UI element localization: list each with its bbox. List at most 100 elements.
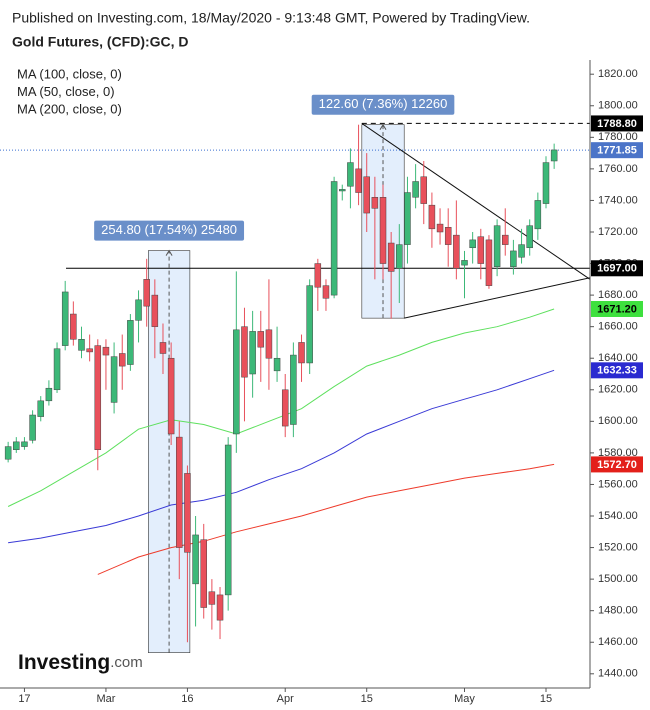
candle-body — [404, 192, 411, 245]
measure-label: 254.80 (17.54%) 25480 — [94, 220, 245, 241]
candle-body — [347, 162, 354, 187]
candle-body — [184, 473, 191, 553]
candle-body — [29, 414, 36, 441]
price-label: 1771.85 — [597, 145, 637, 157]
measure-label-text: 254.80 (17.54%) 25480 — [101, 222, 237, 237]
candle-body — [298, 342, 305, 364]
candle-body — [444, 227, 452, 245]
y-tick-label: 1780.00 — [598, 131, 638, 143]
candle-body — [363, 176, 370, 214]
candle-body — [526, 225, 533, 249]
candle-body — [233, 329, 240, 435]
measure-label: 122.60 (7.36%) 12260 — [311, 94, 455, 115]
legend-entry: MA (50, close, 0) — [17, 84, 115, 99]
candle-body — [355, 168, 362, 193]
candle-body — [339, 189, 346, 192]
candle-body — [542, 162, 550, 204]
price-label-box — [591, 300, 643, 317]
ma-line — [8, 369, 555, 544]
candle-body — [249, 331, 256, 375]
candle-body — [290, 354, 297, 425]
price-label-box — [591, 456, 643, 473]
candle-body — [110, 356, 118, 403]
price-label: 1572.70 — [597, 459, 637, 471]
candle-body — [224, 444, 232, 596]
candle-body — [151, 294, 159, 327]
legend-entry: MA (100, close, 0) — [17, 66, 122, 81]
y-tick-label: 1820.00 — [598, 68, 638, 80]
candle-body — [265, 329, 273, 359]
candle-body — [477, 236, 485, 264]
trendline — [361, 123, 591, 280]
y-tick-label: 1580.00 — [598, 447, 638, 459]
y-tick-label: 1760.00 — [598, 163, 638, 175]
logo: Investing.com — [18, 651, 143, 674]
x-tick-label: 16 — [181, 693, 193, 705]
candle-body — [70, 313, 77, 340]
candle-body — [86, 348, 93, 353]
plot-area: 254.80 (17.54%) 25480 122.60 (7.36%) 1226… — [0, 94, 591, 653]
measure-arrow-head — [165, 249, 173, 256]
candle-body — [550, 149, 558, 162]
candle-body — [412, 181, 419, 198]
candle-body — [501, 234, 509, 245]
candle-body — [485, 239, 493, 286]
candle-body — [45, 387, 53, 402]
candle-body — [306, 285, 313, 364]
price-label: 1697.00 — [597, 263, 637, 275]
candle-body — [127, 320, 134, 365]
candle-body — [13, 441, 20, 450]
candle-body — [534, 200, 542, 230]
candle-body — [322, 285, 330, 299]
x-tick-label: May — [454, 693, 475, 705]
price-label: 1632.33 — [597, 365, 637, 377]
candle-body — [143, 279, 150, 307]
candle-body — [493, 225, 501, 267]
candle-body — [453, 234, 460, 269]
candle-body — [4, 446, 12, 460]
price-label-box — [591, 115, 643, 132]
candle-body — [61, 291, 69, 346]
logo-name: Investing — [18, 651, 110, 674]
legend-entry: MA (200, close, 0) — [17, 101, 122, 116]
measure-label-box — [311, 94, 455, 115]
y-tick-label: 1620.00 — [598, 384, 638, 396]
candle-body — [78, 339, 85, 351]
candle-body — [216, 594, 224, 621]
candle-body — [192, 534, 199, 585]
price-label: 1671.20 — [597, 303, 637, 315]
candle-body — [387, 242, 395, 272]
x-tick-label: Mar — [96, 693, 115, 705]
candle-body — [510, 250, 517, 267]
price-label-box — [591, 362, 643, 379]
y-tick-label: 1500.00 — [598, 573, 638, 585]
candle-body — [176, 436, 183, 548]
candle-body — [371, 197, 379, 209]
price-label-box — [591, 142, 643, 159]
candle-body — [461, 260, 468, 266]
candle-body — [314, 263, 322, 288]
measure-label-box — [94, 220, 245, 241]
y-tick-label: 1720.00 — [598, 226, 638, 238]
candle-body — [102, 346, 110, 356]
y-tick-label: 1800.00 — [598, 100, 638, 112]
candle-body — [281, 389, 289, 427]
y-tick-label: 1640.00 — [598, 352, 638, 364]
y-tick-label: 1480.00 — [598, 605, 638, 617]
measure-label-text: 122.60 (7.36%) 12260 — [319, 96, 448, 111]
y-tick-label: 1460.00 — [598, 636, 638, 648]
y-tick-label: 1740.00 — [598, 194, 638, 206]
candle-body — [257, 331, 265, 348]
candle-body — [21, 441, 28, 447]
candle-body — [167, 357, 175, 435]
candle-body — [379, 197, 387, 264]
price-label-box — [591, 260, 643, 277]
candle-body — [159, 342, 167, 354]
x-tick-label: 15 — [540, 693, 552, 705]
candle-body — [118, 353, 126, 367]
candle-body — [428, 204, 436, 230]
candle-body — [273, 357, 281, 372]
x-tick-label: 15 — [361, 693, 373, 705]
candle-body — [469, 239, 476, 249]
